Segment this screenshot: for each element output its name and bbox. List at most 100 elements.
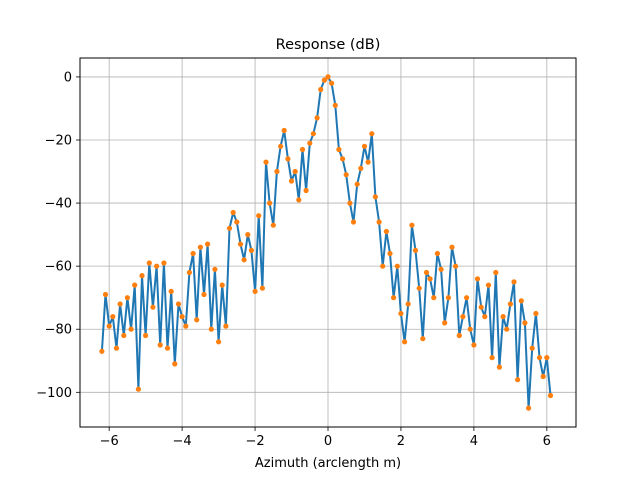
x-tick-label: 4 [470,434,478,449]
data-point [325,74,331,80]
data-point [248,247,254,253]
data-point [212,266,218,272]
data-point [106,323,112,329]
data-point [172,361,178,367]
data-point [226,225,233,231]
data-point [442,320,448,326]
data-point [237,241,244,247]
data-point [496,364,502,370]
data-point [263,159,269,165]
data-point [270,222,276,228]
x-tick-label: −4 [173,434,192,449]
data-point [456,332,462,339]
data-point [168,288,174,294]
data-point [540,373,546,380]
data-point [117,301,123,307]
markers [99,74,554,411]
data-point [420,336,426,342]
data-point [464,295,470,301]
data-point [132,282,138,288]
data-point [175,301,182,307]
data-point [507,301,513,307]
x-tick-label: −2 [245,434,264,449]
data-point [383,228,389,235]
data-point [372,194,378,200]
data-point [190,250,196,257]
data-point [412,247,419,253]
x-axis: −6 −4 −2 0 2 4 6 [100,427,551,449]
data-point [219,282,225,288]
data-point [321,77,327,83]
data-point [376,219,382,225]
data-point [511,279,517,285]
data-point [296,197,302,203]
series-line [100,75,552,410]
data-point [281,127,287,134]
data-point [143,332,149,339]
data-point [449,244,455,250]
data-point [416,285,422,291]
data-point [292,168,298,175]
data-point [256,213,262,219]
data-point [423,269,430,276]
y-tick-label: −40 [45,197,72,212]
data-point [445,295,451,301]
data-point [205,241,211,247]
y-tick-label: −20 [45,134,72,149]
data-point [307,140,313,146]
data-point [358,165,364,171]
data-point [128,326,134,332]
data-point [110,314,116,320]
x-tick-label: 0 [324,434,332,449]
data-point [274,168,280,175]
data-point [518,298,524,304]
data-point [369,131,375,137]
data-point [197,244,203,250]
data-point [350,219,357,225]
data-point [340,156,346,162]
data-point [154,263,160,269]
data-point [336,146,342,153]
data-point [113,345,120,351]
data-point [183,323,189,329]
data-point [208,326,214,332]
data-point [460,314,466,320]
data-point [135,386,141,392]
data-point [121,332,127,339]
data-point [387,250,393,257]
data-point [427,276,433,282]
data-point [354,181,360,187]
data-point [267,200,273,206]
stems [100,75,552,410]
x-tick-label: 6 [543,434,551,449]
data-point [402,339,408,345]
data-point [431,295,437,301]
data-point [241,257,247,263]
data-point [303,187,309,194]
data-point [482,314,488,320]
data-point [230,209,236,216]
data-point [201,291,207,298]
data-point [547,392,554,399]
data-point [329,80,335,86]
data-point [529,345,535,351]
data-point [332,102,338,108]
data-point [252,288,258,294]
y-tick-label: −80 [45,323,72,338]
data-point [394,263,400,269]
data-point [533,310,539,317]
data-point [223,323,229,329]
data-point [186,269,192,276]
data-point [391,295,397,301]
x-tick-label: 2 [397,434,405,449]
data-point [245,232,251,238]
data-point [522,320,528,326]
data-point [489,355,495,361]
data-point [124,295,130,301]
data-point [493,269,499,276]
data-point [150,304,156,310]
data-point [164,345,171,351]
data-point [478,304,484,310]
data-point [194,317,200,323]
